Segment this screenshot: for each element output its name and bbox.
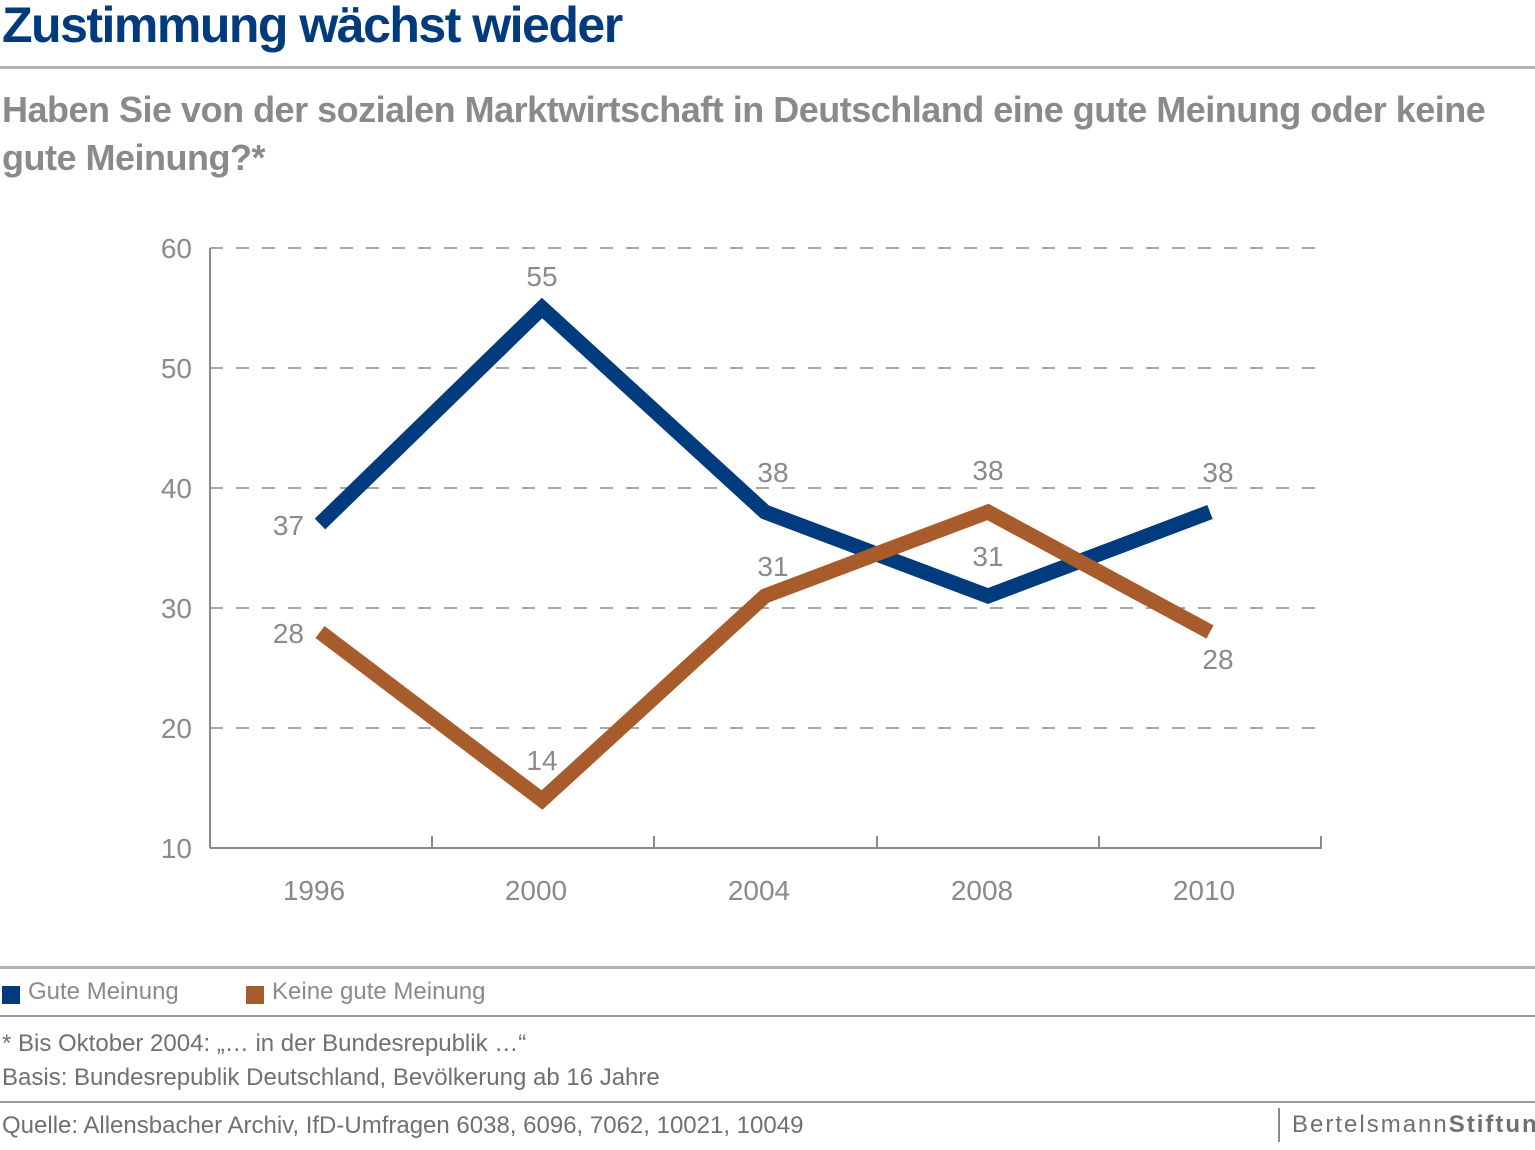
- footnote-divider: [0, 1015, 1535, 1017]
- data-label-gute-meinung-2004: 38: [757, 457, 788, 488]
- series-line-keine-gute-meinung: [315, 503, 1214, 810]
- source-divider: [0, 1101, 1535, 1103]
- brand-logo: BertelsmannStiftung: [1278, 1108, 1535, 1142]
- data-label-keine-gute-meinung-1996: 28: [273, 618, 304, 649]
- brand-name-part2: Stiftung: [1448, 1111, 1535, 1138]
- x-tick-label-2010: 2010: [1173, 875, 1235, 906]
- legend-label-gute-meinung: Gute Meinung: [28, 978, 179, 1005]
- x-tick-label-2000: 2000: [505, 875, 567, 906]
- data-label-keine-gute-meinung-2008: 38: [972, 455, 1003, 486]
- series-line-gute-meinung: [314, 297, 1213, 605]
- source-text: Quelle: Allensbacher Archiv, IfD-Umfrage…: [2, 1112, 804, 1139]
- footnote-basis: Basis: Bundesrepublik Deutschland, Bevöl…: [2, 1064, 660, 1091]
- legend-swatch-keine-gute-meinung: [246, 986, 264, 1004]
- y-tick-label-60: 60: [161, 233, 192, 264]
- legend-label-keine-gute-meinung: Keine gute Meinung: [272, 978, 486, 1005]
- chart-subtitle: Haben Sie von der sozialen Marktwirtscha…: [2, 89, 1486, 178]
- legend-swatch-gute-meinung: [2, 986, 20, 1004]
- legend-top-divider: [0, 966, 1535, 969]
- line-chart: 10 20 30 40 50 60 1996 2000 2004 2008 2010 37 55 38 31…: [161, 233, 1322, 906]
- x-tick-label-1996: 1996: [283, 875, 345, 906]
- chart-title: Zustimmung wächst wieder: [2, 0, 623, 53]
- y-tick-label-40: 40: [161, 473, 192, 504]
- data-label-keine-gute-meinung-2000: 14: [526, 745, 557, 776]
- y-tick-label-30: 30: [161, 593, 192, 624]
- y-tick-label-10: 10: [161, 833, 192, 864]
- y-tick-label-20: 20: [161, 713, 192, 744]
- data-label-keine-gute-meinung-2004: 31: [757, 551, 788, 582]
- x-tick-label-2008: 2008: [951, 875, 1013, 906]
- x-tick-label-2004: 2004: [728, 875, 790, 906]
- data-label-gute-meinung-2010: 38: [1202, 457, 1233, 488]
- data-label-gute-meinung-1996: 37: [273, 510, 304, 541]
- brand-name-part1: Bertelsmann: [1292, 1111, 1449, 1138]
- footnote-question-wording: * Bis Oktober 2004: „… in der Bundesrepu…: [2, 1030, 527, 1057]
- data-label-keine-gute-meinung-2010: 28: [1202, 644, 1233, 675]
- data-label-gute-meinung-2000: 55: [526, 261, 557, 292]
- y-tick-label-50: 50: [161, 353, 192, 384]
- title-divider: [0, 66, 1535, 69]
- data-label-gute-meinung-2008: 31: [972, 541, 1003, 572]
